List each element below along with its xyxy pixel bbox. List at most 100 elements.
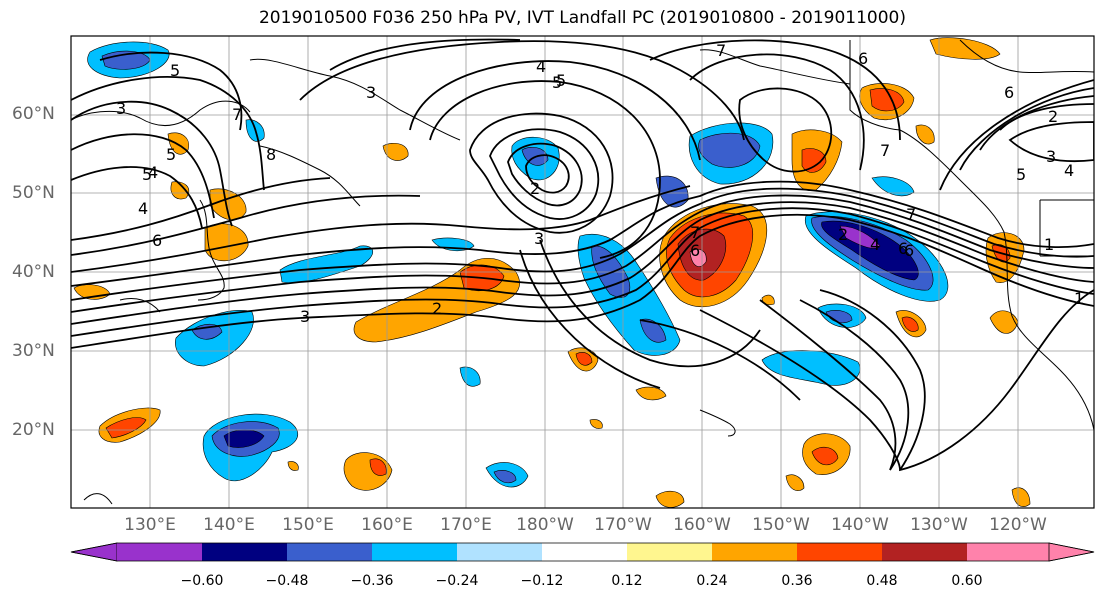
lon-label: 180°W <box>516 515 574 535</box>
lon-label: 160°E <box>361 515 413 535</box>
lat-label: 30°N <box>12 341 55 361</box>
colorbar-outline <box>70 542 1095 562</box>
contour-label: 7 <box>232 105 242 124</box>
contour-label: 2 <box>1048 107 1058 126</box>
contour-label: 6 <box>690 241 700 260</box>
colorbar-cell <box>1048 542 1095 562</box>
colorbar-tick-label: 0.36 <box>781 573 813 589</box>
plot-frame <box>70 35 1095 509</box>
lon-label: 160°W <box>673 515 731 535</box>
anomaly-positive <box>105 417 147 439</box>
anomaly-negative <box>493 470 517 484</box>
lon-label: 170°E <box>440 515 492 535</box>
lat-label: 60°N <box>12 104 55 124</box>
anomaly-negative <box>825 310 853 324</box>
lon-label: 130°W <box>910 515 968 535</box>
pv-contours <box>71 38 1094 472</box>
colorbar-tick-label: −0.60 <box>180 573 224 589</box>
contour-label: 7 <box>716 41 726 60</box>
anomaly-positive <box>170 181 190 200</box>
contour-label: 1 <box>1044 235 1054 254</box>
contour-label: 6 <box>152 231 162 250</box>
lon-label: 150°E <box>282 515 334 535</box>
anomaly-negative <box>871 176 915 197</box>
colorbar-tick-label: −0.12 <box>520 573 564 589</box>
contour-label: 8 <box>266 145 276 164</box>
colorbar-cell <box>712 543 797 561</box>
colorbar-cell <box>627 543 712 561</box>
contour-label: 4 <box>1064 161 1074 180</box>
colorbar-cell <box>372 543 457 561</box>
colorbar-tick-label: −0.36 <box>350 573 394 589</box>
colorbar-cell <box>542 543 627 561</box>
anomaly-positive <box>382 143 409 161</box>
contour-label: 7 <box>880 141 890 160</box>
anomaly-positive <box>811 446 839 466</box>
contour-label: 5 <box>552 73 562 92</box>
contour-label: 4 <box>536 57 546 76</box>
contour-label: 5 <box>1016 165 1026 184</box>
lon-label: 150°W <box>752 515 810 535</box>
colorbar-tick-label: −0.24 <box>435 573 479 589</box>
anomaly-negative <box>223 429 265 448</box>
anomaly-positive <box>655 490 685 508</box>
anomaly-positive <box>869 88 905 112</box>
contour-label: 4 <box>138 199 148 218</box>
colorbar-tick-label: 0.12 <box>611 573 643 589</box>
colorbar-tick-label: 0.24 <box>696 573 728 589</box>
lon-label: 170°W <box>594 515 652 535</box>
contour-label: 7 <box>906 205 916 224</box>
contour-label: 5 <box>166 145 176 164</box>
colorbar-cell <box>202 543 287 561</box>
contour-label: 5 <box>142 165 152 184</box>
anomaly-negative <box>698 132 761 168</box>
anomaly-positive <box>1011 487 1031 507</box>
lat-label: 50°N <box>12 183 55 203</box>
contour-label: 3 <box>300 307 310 326</box>
anomaly-negative <box>639 318 667 343</box>
anomaly-positive <box>915 124 935 145</box>
contour-label: 2 <box>432 299 442 318</box>
colorbar-cell <box>70 542 118 562</box>
anomaly-positive <box>287 461 299 471</box>
contour-label-group: 7 5 6 6 4 5 3 2 3 4 5 5 3 7 8 4 2 3 6 5 … <box>116 41 1084 326</box>
lat-label: 40°N <box>12 262 55 282</box>
colorbar-cell <box>797 543 882 561</box>
lon-label: 140°E <box>203 515 255 535</box>
contour-label: 6 <box>904 241 914 260</box>
colorbar-tick-label: 0.60 <box>951 573 983 589</box>
contour-label: 1 <box>1074 289 1084 308</box>
contour-label: 2 <box>530 179 540 198</box>
contour-label: 4 <box>148 163 158 182</box>
colorbar-cell <box>287 543 372 561</box>
colorbar-cell <box>967 543 1049 561</box>
contour-label: 3 <box>116 99 126 118</box>
contour-label: 5 <box>556 71 566 90</box>
anomaly-positive <box>635 386 667 401</box>
anomaly-positive <box>589 419 603 429</box>
lon-label: 130°E <box>124 515 176 535</box>
anomaly-positive <box>575 352 593 366</box>
contour-label: 6 <box>858 49 868 68</box>
map-title: 2019010500 F036 250 hPa PV, IVT Landfall… <box>258 8 906 28</box>
anomaly-negative <box>459 366 481 387</box>
colorbar <box>70 542 1095 562</box>
colorbar-tick-label: −0.48 <box>265 573 309 589</box>
contour-label: 2 <box>838 225 848 244</box>
colorbar-tick-label: 0.48 <box>866 573 898 589</box>
anomaly-positive <box>929 37 1001 60</box>
colorbar-cell <box>457 543 542 561</box>
contour-label: 4 <box>870 235 880 254</box>
anomaly-positive <box>901 316 919 332</box>
lon-label: 120°W <box>989 515 1047 535</box>
lat-label: 20°N <box>12 420 55 440</box>
contour-label: 3 <box>534 229 544 248</box>
anomaly-positive <box>989 310 1019 334</box>
lon-label: 140°W <box>831 515 889 535</box>
contour-label: 6 <box>1004 83 1014 102</box>
colorbar-cell <box>117 543 202 561</box>
colorbar-cell <box>882 543 967 561</box>
pv-anomaly-shading <box>73 37 1031 508</box>
contour-label: 3 <box>1046 147 1056 166</box>
